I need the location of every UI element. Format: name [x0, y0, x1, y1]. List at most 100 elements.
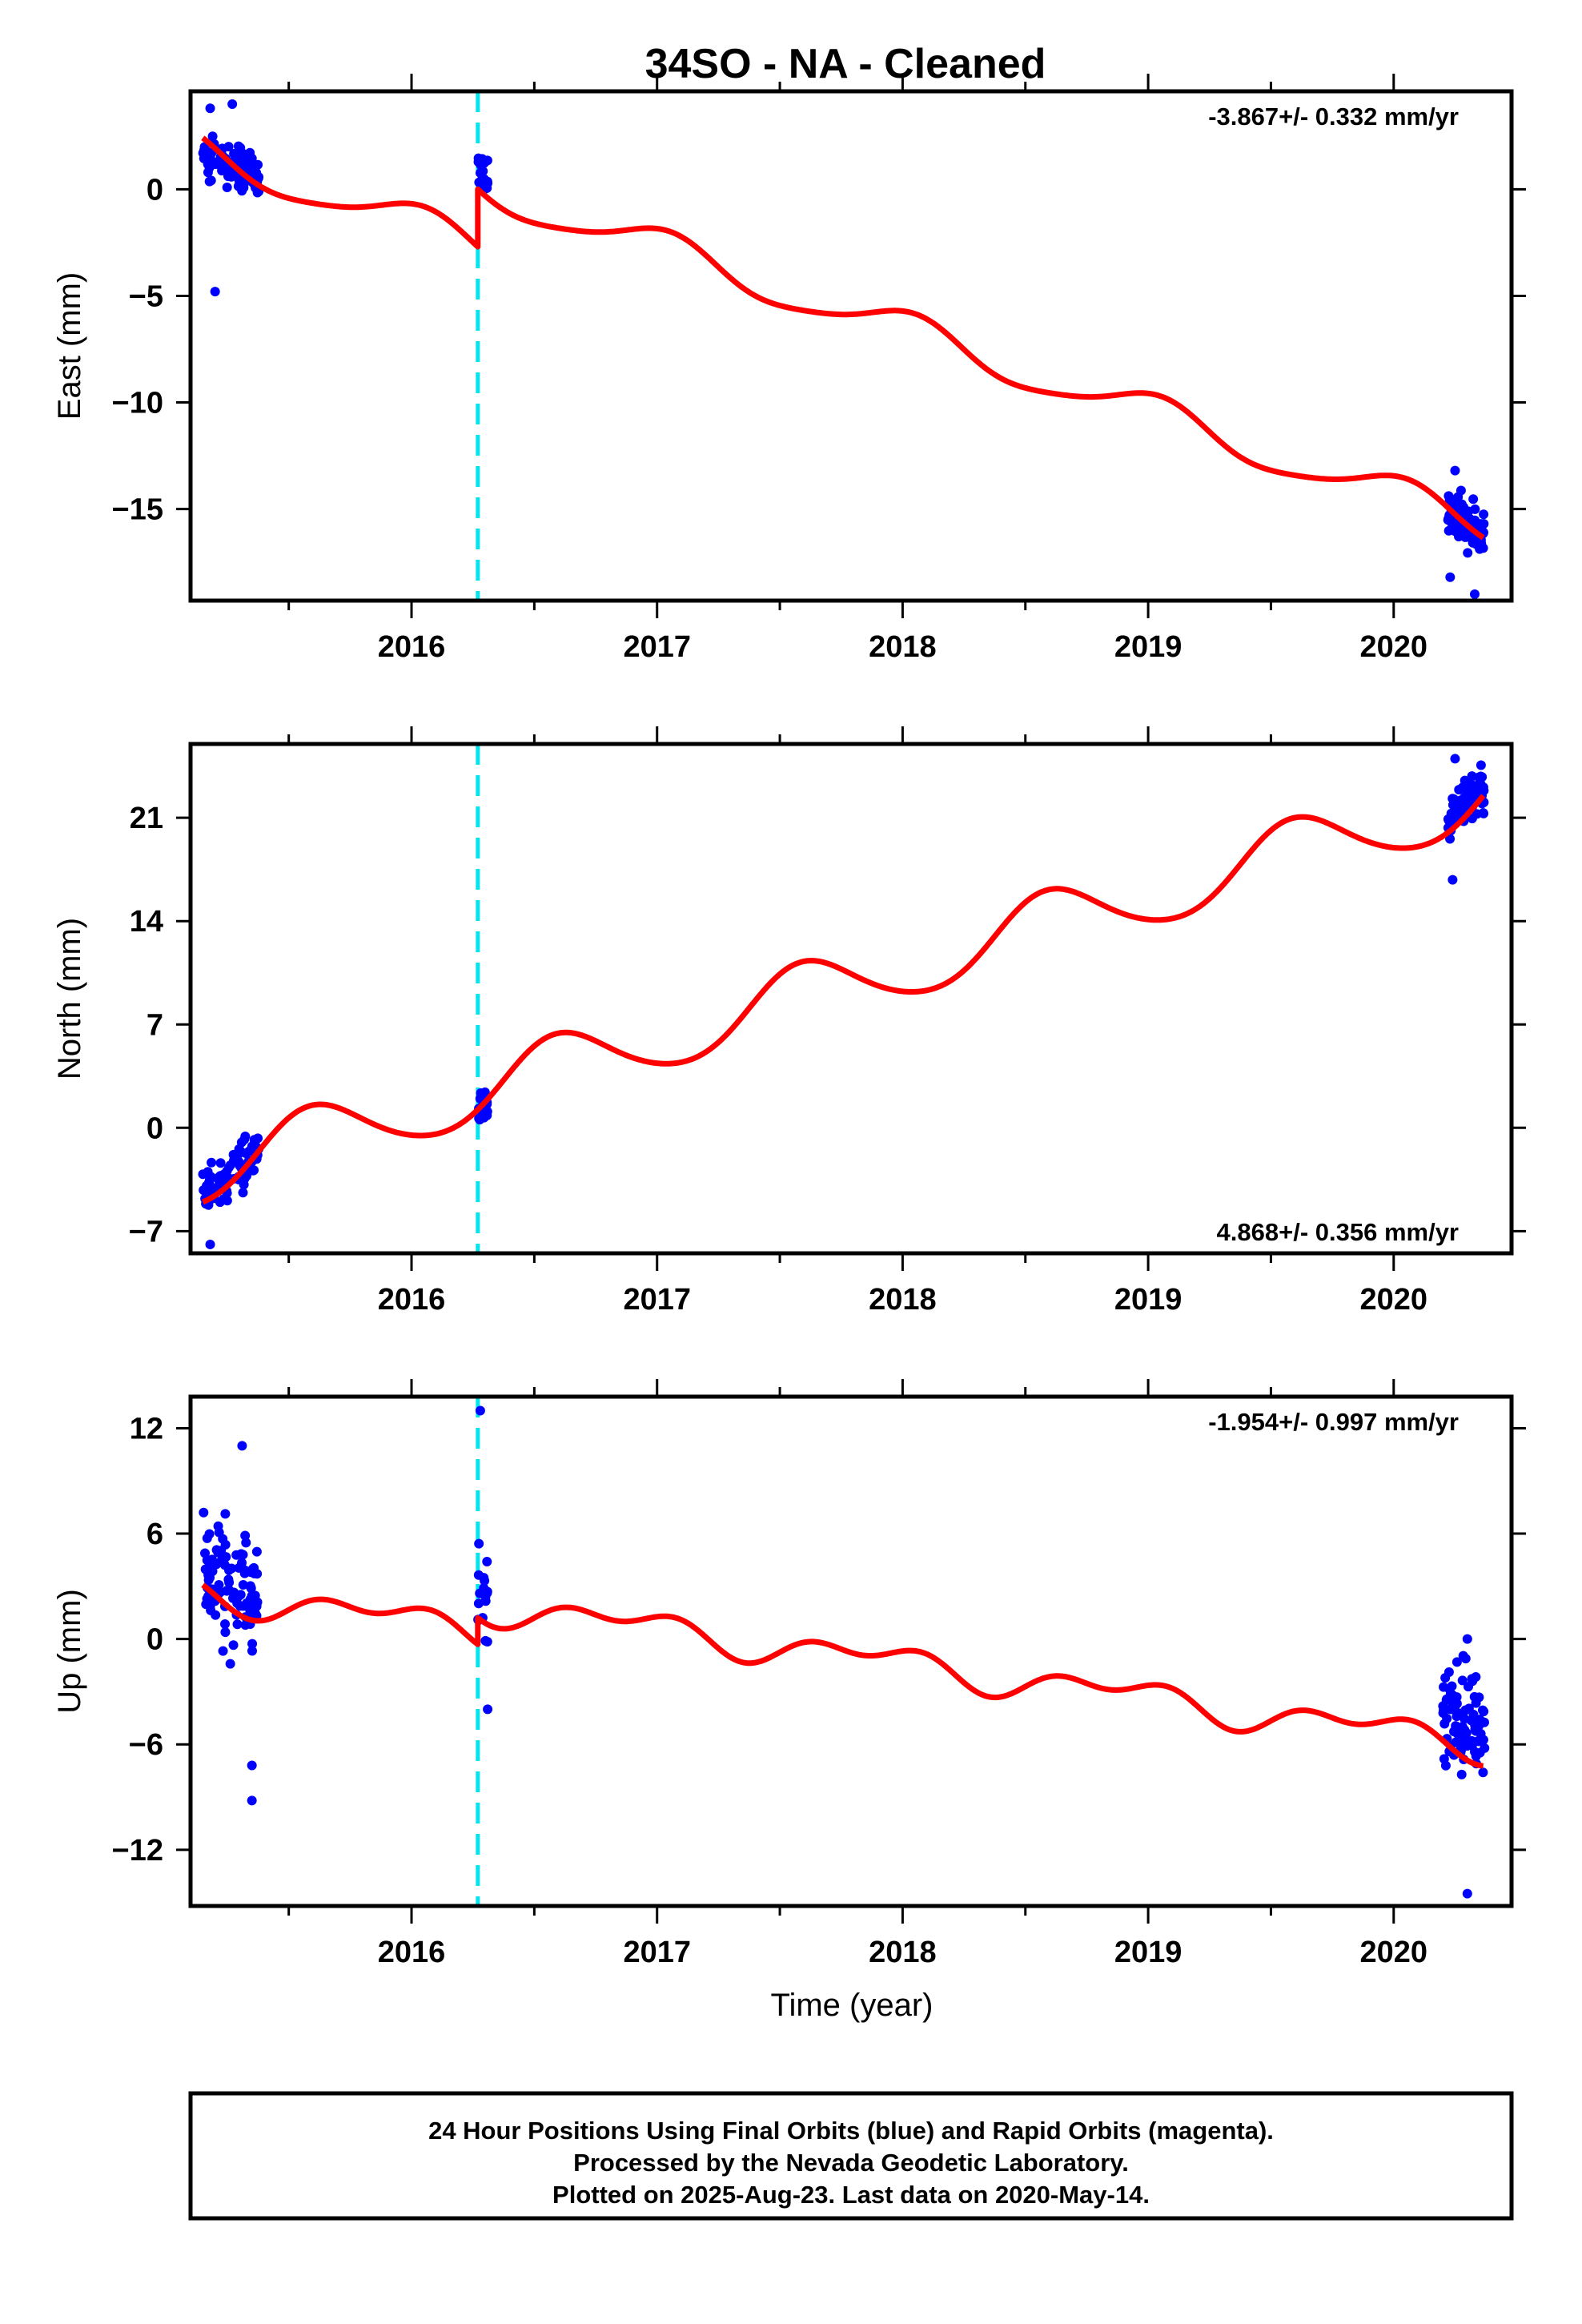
data-point: [1457, 1675, 1468, 1686]
data-point: [1460, 798, 1471, 808]
y-tick-label: 14: [130, 905, 163, 939]
data-point: [211, 157, 221, 167]
data-point: [202, 1555, 212, 1566]
data-point: [1444, 495, 1455, 505]
x-tick-label: 2016: [378, 1936, 446, 1969]
panels: 0 −5 −10 −15 2016 2017 2018 2019 2020 -3.867+/- 0…: [52, 74, 1526, 2023]
data-point: [1458, 1651, 1468, 1661]
data-point: [1479, 808, 1489, 818]
data-point: [475, 1588, 485, 1598]
data-point: [1479, 519, 1489, 529]
data-point: [1468, 536, 1478, 546]
data-point: [474, 177, 484, 187]
data-point: [250, 1590, 260, 1601]
data-point: [202, 1533, 212, 1543]
x-tick-label: 2016: [378, 1283, 446, 1317]
data-point: [199, 1184, 210, 1195]
data-point: [1479, 509, 1489, 520]
y-tick-label: 21: [130, 802, 163, 835]
figure-title: 34SO - NA - Cleaned: [645, 41, 1046, 87]
data-point: [1476, 760, 1486, 770]
data-point: [225, 1659, 235, 1669]
data-point: [1453, 492, 1464, 502]
data-point: [1462, 529, 1472, 540]
model-fit-line: [201, 135, 1485, 541]
data-point: [213, 1521, 223, 1531]
data-point: [1470, 781, 1480, 791]
footer-line-2: Processed by the Nevada Geodetic Laborat…: [573, 2149, 1129, 2177]
data-point: [474, 1113, 484, 1124]
data-point: [241, 1538, 251, 1548]
data-point: [1476, 538, 1487, 549]
data-point: [1468, 1676, 1478, 1687]
plot-area-north: [198, 744, 1489, 1253]
y-axis-label: Up (mm): [52, 1589, 87, 1714]
data-point: [482, 1110, 492, 1120]
velocity-label: -3.867+/- 0.332 mm/yr: [1208, 103, 1459, 131]
data-point: [1452, 1657, 1462, 1667]
y-tick-label: 0: [147, 173, 163, 207]
data-point-outlier: [1462, 1888, 1472, 1899]
plot-area-up: [199, 1397, 1490, 1906]
data-point: [231, 149, 242, 159]
footer-frame: [188, 2091, 1514, 2221]
data-point: [1467, 1739, 1477, 1750]
velocity-label: 4.868+/- 0.356 mm/yr: [1217, 1218, 1459, 1246]
x-tick-label: 2019: [1114, 630, 1182, 664]
y-tick-label: −7: [129, 1215, 163, 1248]
x-tick-label: 2018: [869, 630, 937, 664]
x-tick-label: 2019: [1114, 1283, 1182, 1317]
data-point: [223, 1565, 234, 1575]
data-point: [1464, 1703, 1474, 1714]
data-point: [1463, 548, 1473, 558]
panel-frame: [188, 89, 1514, 603]
data-point: [235, 180, 245, 191]
data-point: [480, 1635, 491, 1646]
data-point-outlier: [227, 99, 238, 109]
x-tick-label: 2020: [1360, 1936, 1428, 1969]
y-tick-label: −12: [112, 1834, 163, 1868]
data-point-outlier: [1462, 1634, 1472, 1644]
footer-box: 24 Hour Positions Using Final Orbits (bl…: [188, 2091, 1514, 2221]
y-tick-label: −10: [112, 387, 163, 420]
velocity-label: -1.954+/- 0.997 mm/yr: [1208, 1408, 1459, 1436]
data-point: [251, 1546, 262, 1557]
data-point-outlier: [210, 287, 220, 297]
data-point: [1456, 1769, 1467, 1779]
data-point: [1445, 834, 1456, 844]
data-point: [214, 1579, 224, 1590]
data-point: [253, 159, 263, 170]
panel-frame: [188, 1394, 1514, 1908]
data-point: [251, 1601, 262, 1611]
plot-area-east: [198, 91, 1489, 601]
data-point: [1443, 1667, 1454, 1677]
data-point: [1470, 515, 1480, 525]
x-tick-label: 2017: [623, 1283, 691, 1317]
data-point: [240, 1530, 251, 1541]
x-tick-label: 2016: [378, 630, 446, 664]
data-point: [1448, 794, 1459, 804]
data-point: [223, 1162, 234, 1172]
data-point: [218, 1646, 228, 1656]
data-point: [198, 1169, 208, 1180]
data-point: [222, 1196, 232, 1206]
y-tick-label: −15: [112, 493, 163, 527]
data-point: [252, 1569, 263, 1579]
data-point-outlier: [1447, 875, 1458, 885]
data-point: [207, 1566, 218, 1577]
data-point: [474, 1538, 484, 1549]
data-point: [1450, 1703, 1460, 1714]
data-point-outlier: [1469, 589, 1480, 600]
data-point: [217, 166, 227, 176]
data-point: [221, 1552, 231, 1562]
y-tick-label: 6: [147, 1518, 163, 1551]
x-tick-label: 2020: [1360, 630, 1428, 664]
data-point: [237, 1558, 247, 1568]
panel-up: 12 6 0 −6 −12 2016 2017 2018 2019 2020 -1.954+/- 0…: [52, 1379, 1526, 2023]
data-point-outlier: [1445, 572, 1456, 582]
data-point: [1473, 1716, 1484, 1727]
data-point: [239, 1174, 250, 1184]
data-point: [238, 1188, 248, 1198]
data-point: [478, 166, 488, 176]
data-point: [1461, 1728, 1472, 1739]
